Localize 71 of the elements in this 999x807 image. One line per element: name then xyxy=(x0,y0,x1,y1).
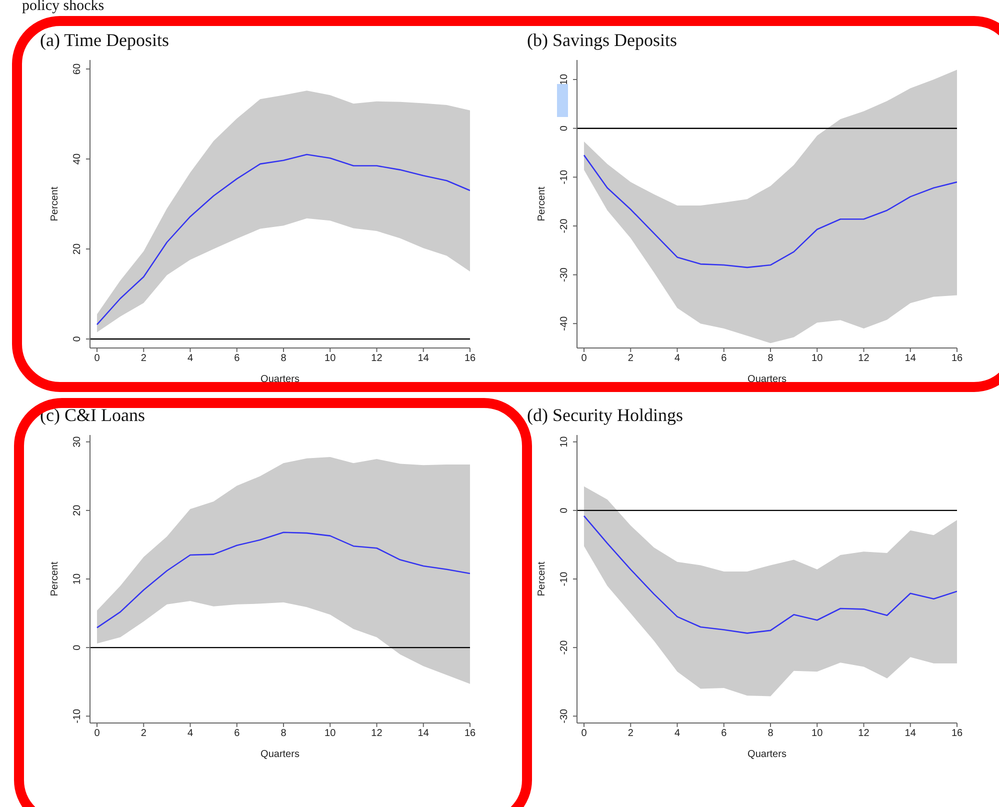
y-tick-label: -40 xyxy=(559,316,570,331)
x-tick-label: 2 xyxy=(140,728,147,740)
x-tick-label: 12 xyxy=(371,353,383,364)
x-tick-label: 10 xyxy=(812,728,824,740)
y-tick-label: 40 xyxy=(72,153,83,165)
x-tick-label: 4 xyxy=(674,728,680,740)
line-series xyxy=(96,532,470,628)
x-axis-title: Quarters xyxy=(260,374,300,385)
x-tick-label: 14 xyxy=(418,353,430,364)
x-tick-label: 12 xyxy=(858,728,870,740)
x-tick-label: 6 xyxy=(234,728,240,740)
y-tick-label: 30 xyxy=(72,436,83,448)
x-tick-label: 0 xyxy=(581,728,588,740)
x-tick-label: 10 xyxy=(812,353,824,364)
x-tick-label: 4 xyxy=(187,353,194,364)
x-tick-label: 14 xyxy=(418,728,430,740)
y-tick-label: 10 xyxy=(559,436,570,448)
y-tick-label: 0 xyxy=(559,125,570,132)
x-tick-label: 6 xyxy=(721,353,728,364)
chart-title: (a) Time Deposits xyxy=(40,30,170,52)
x-tick-label: 12 xyxy=(371,728,383,740)
y-axis-title: Percent xyxy=(50,186,61,222)
y-tick-label: 20 xyxy=(72,243,83,255)
x-tick-label: 6 xyxy=(234,353,240,364)
y-axis-title: Percent xyxy=(536,186,548,222)
x-tick-label: 16 xyxy=(464,353,476,364)
y-tick-label: -20 xyxy=(559,640,570,655)
y-tick-label: 0 xyxy=(72,644,83,650)
y-axis-title: Percent xyxy=(536,562,548,596)
x-axis-title: Quarters xyxy=(748,374,786,385)
x-tick-label: 0 xyxy=(94,728,100,740)
x-tick-label: 8 xyxy=(280,728,287,740)
chart-title: (b) Savings Deposits xyxy=(527,30,678,52)
x-tick-label: 10 xyxy=(324,728,336,740)
x-axis-title: Quarters xyxy=(260,749,300,760)
line-series xyxy=(583,154,957,268)
x-tick-label: 8 xyxy=(280,353,287,364)
x-tick-label: 16 xyxy=(951,728,963,740)
x-tick-label: 10 xyxy=(324,353,336,364)
x-tick-label: 4 xyxy=(674,353,680,364)
x-tick-label: 0 xyxy=(94,353,100,364)
y-tick-label: -10 xyxy=(559,571,570,586)
x-tick-label: 2 xyxy=(628,728,634,740)
y-tick-label: 10 xyxy=(72,573,83,585)
x-tick-label: 2 xyxy=(628,353,634,364)
y-tick-label: -10 xyxy=(72,708,83,724)
x-tick-label: 16 xyxy=(464,728,476,740)
line-series xyxy=(583,515,957,634)
x-tick-label: 8 xyxy=(768,728,774,740)
x-tick-label: 14 xyxy=(904,728,916,740)
x-tick-label: 12 xyxy=(858,353,870,364)
y-tick-label: -30 xyxy=(559,708,570,724)
x-tick-label: 6 xyxy=(721,728,728,740)
y-axis-title: Percent xyxy=(50,562,61,596)
y-tick-label: -20 xyxy=(559,218,570,234)
y-tick-label: -30 xyxy=(559,267,570,282)
x-tick-label: 4 xyxy=(187,728,194,740)
x-tick-label: 14 xyxy=(904,353,916,364)
x-tick-label: 16 xyxy=(951,353,963,364)
y-tick-label: 60 xyxy=(72,63,83,75)
y-tick-label: 10 xyxy=(559,74,570,86)
x-axis-title: Quarters xyxy=(748,749,786,760)
y-tick-label: -10 xyxy=(559,169,570,184)
line-series xyxy=(96,154,470,326)
chart-title: (d) Security Holdings xyxy=(527,405,684,427)
y-tick-label: 0 xyxy=(559,507,570,514)
x-tick-label: 0 xyxy=(581,353,588,364)
y-tick-label: 20 xyxy=(72,504,83,516)
x-tick-label: 2 xyxy=(140,353,147,364)
y-tick-label: 0 xyxy=(72,336,83,342)
x-tick-label: 8 xyxy=(768,353,774,364)
